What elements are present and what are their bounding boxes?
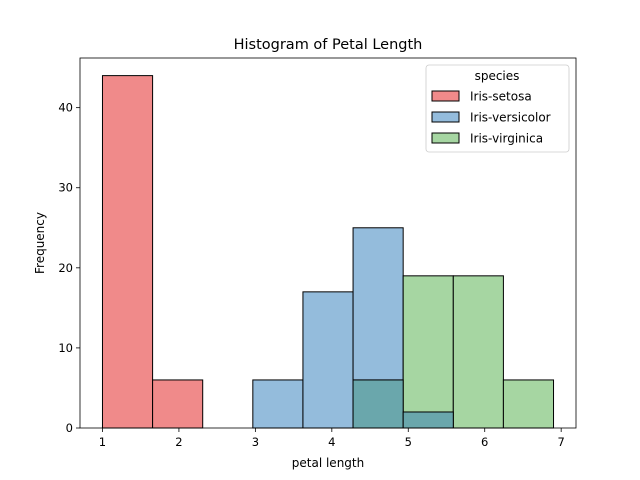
legend-swatch-iris-virginica — [431, 132, 460, 144]
legend: species Iris-setosa Iris-versicolor Iris-v… — [425, 64, 570, 153]
x-tick-label: 7 — [558, 435, 565, 449]
bar-overlap — [352, 379, 404, 429]
x-tick-label: 6 — [481, 435, 488, 449]
y-axis-label: Frequency — [33, 212, 47, 274]
legend-frame — [425, 64, 570, 153]
y-tick-label: 0 — [66, 421, 73, 435]
legend-label-iris-setosa: Iris-setosa — [470, 90, 532, 104]
plot-frame — [79, 57, 577, 429]
legend-label-iris-versicolor: Iris-versicolor — [470, 111, 551, 125]
bar-iris-virginica — [452, 275, 504, 429]
bars-layer — [101, 75, 555, 429]
y-tick-label: 10 — [58, 341, 73, 355]
x-tick-label: 3 — [252, 435, 259, 449]
legend-label-iris-virginica: Iris-virginica — [470, 132, 543, 146]
bar-iris-setosa — [152, 379, 204, 429]
x-tick-label: 4 — [328, 435, 335, 449]
bar-iris-virginica — [402, 275, 454, 429]
x-axis-label: petal length — [292, 456, 364, 470]
chart-title: Histogram of Petal Length — [234, 37, 423, 53]
y-tick-label: 30 — [58, 181, 73, 195]
bar-iris-virginica — [502, 379, 555, 429]
legend-title: species — [475, 69, 520, 83]
x-tick-label: 1 — [99, 435, 106, 449]
y-axis: 0 10 20 30 40 — [58, 101, 80, 435]
bar-overlap — [402, 411, 454, 429]
legend-swatch-iris-setosa — [431, 90, 460, 102]
x-tick-label: 5 — [405, 435, 412, 449]
bar-iris-setosa — [101, 75, 154, 429]
bar-iris-versicolor — [252, 379, 304, 429]
bar-iris-versicolor — [302, 291, 354, 429]
legend-swatch-iris-versicolor — [431, 111, 460, 123]
y-tick-label: 40 — [58, 101, 73, 115]
y-tick-label: 20 — [58, 261, 73, 275]
x-axis: 1 2 3 4 5 6 7 — [99, 428, 565, 449]
x-tick-label: 2 — [175, 435, 182, 449]
